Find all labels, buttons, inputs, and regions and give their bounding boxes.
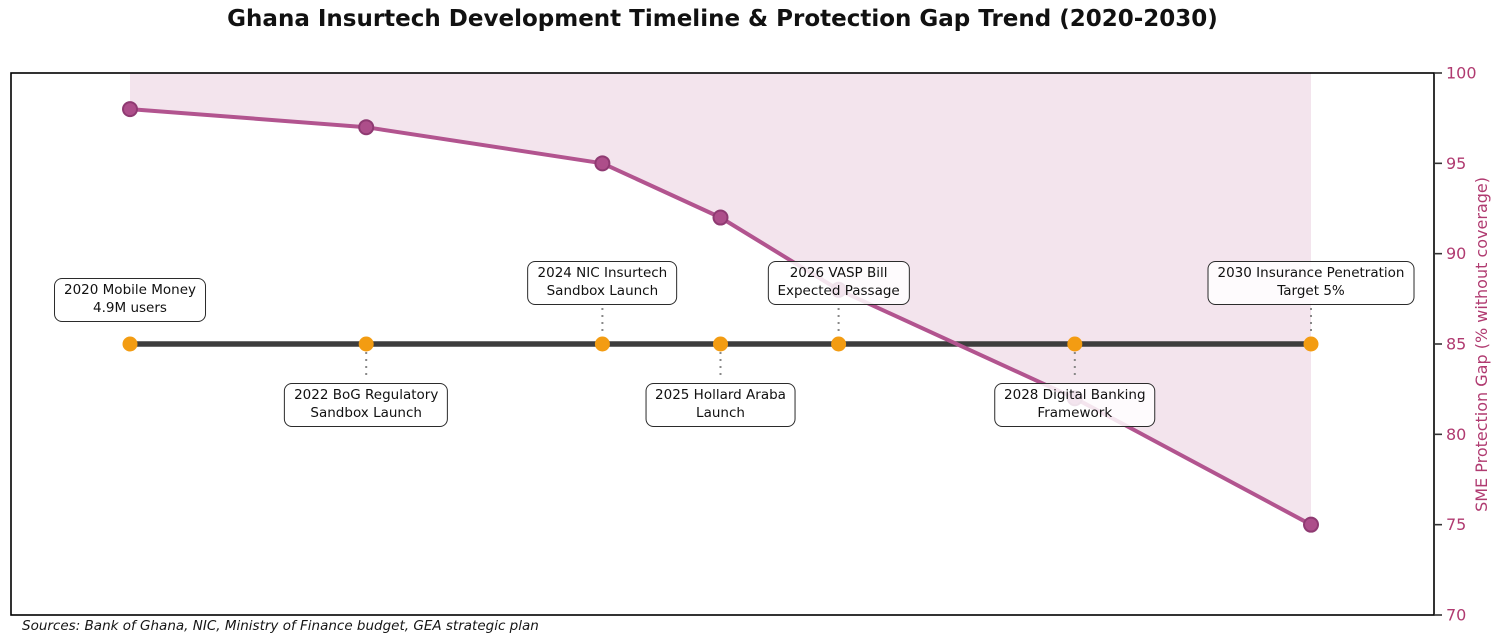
event-label-line2: Sandbox Launch: [310, 404, 422, 421]
right-axis-title-text: SME Protection Gap (% without coverage): [1471, 176, 1491, 512]
timeline-marker-2024: [594, 336, 610, 352]
timeline-marker-2025: [713, 336, 728, 352]
y-tick-label: 80: [1446, 425, 1466, 444]
timeline-marker-2030: [1303, 336, 1319, 352]
timeline-marker-2028: [1067, 336, 1083, 352]
event-label-line1: 2024 NIC Insurtech: [537, 265, 668, 282]
event-label-line2: 4.9M users: [93, 300, 167, 317]
right-axis-title: SME Protection Gap (% without coverage): [1466, 73, 1496, 615]
gap-data-point-2025: [712, 209, 729, 226]
y-tick-label: 75: [1446, 515, 1466, 534]
y-tick-label: 85: [1446, 335, 1466, 354]
y-tick-label: 70: [1446, 606, 1466, 625]
gap-data-point-2030: [1303, 516, 1319, 533]
event-label-line2: Sandbox Launch: [546, 283, 659, 300]
timeline-marker-2020: [122, 336, 138, 352]
timeline-marker-2022: [358, 336, 374, 352]
event-box-2028: 2028 Digital Banking Framework: [994, 383, 1156, 427]
event-label-line2: Expected Passage: [777, 283, 900, 300]
event-label-line1: 2020 Mobile Money: [64, 282, 196, 299]
y-tick-label: 90: [1446, 244, 1466, 263]
gap-data-point-2020: [122, 101, 138, 118]
timeline-marker-2026: [831, 336, 847, 352]
event-box-2022: 2022 BoG Regulatory Sandbox Launch: [284, 383, 449, 427]
event-label-line2: Framework: [1037, 404, 1113, 421]
source-note: Sources: Bank of Ghana, NIC, Ministry of…: [22, 618, 539, 634]
protection-gap-area: [130, 73, 1311, 525]
y-tick-label: 95: [1446, 154, 1466, 173]
gap-data-point-2024: [594, 155, 611, 172]
gap-data-point-2022: [358, 119, 375, 136]
y-tick-label: 100: [1446, 64, 1477, 83]
event-box-2026: 2026 VASP Bill Expected Passage: [767, 261, 910, 305]
event-box-2020: 2020 Mobile Money 4.9M users: [54, 278, 206, 322]
event-box-2030: 2030 Insurance Penetration Target 5%: [1207, 261, 1415, 305]
event-label-line1: 2026 VASP Bill: [789, 265, 888, 282]
event-label-line2: Target 5%: [1277, 283, 1345, 300]
event-label-line1: 2025 Hollard Araba: [655, 387, 786, 403]
event-label-line1: 2022 BoG Regulatory: [294, 387, 439, 403]
event-label-line1: 2028 Digital Banking: [1004, 387, 1146, 403]
event-box-2025: 2025 Hollard Araba Launch: [645, 383, 796, 427]
event-label-line2: Launch: [696, 404, 745, 421]
chart-title: Ghana Insurtech Development Timeline & P…: [227, 6, 1218, 32]
event-label-line1: 2030 Insurance Penetration: [1217, 265, 1405, 282]
event-box-2024: 2024 NIC Insurtech Sandbox Launch: [527, 261, 678, 305]
